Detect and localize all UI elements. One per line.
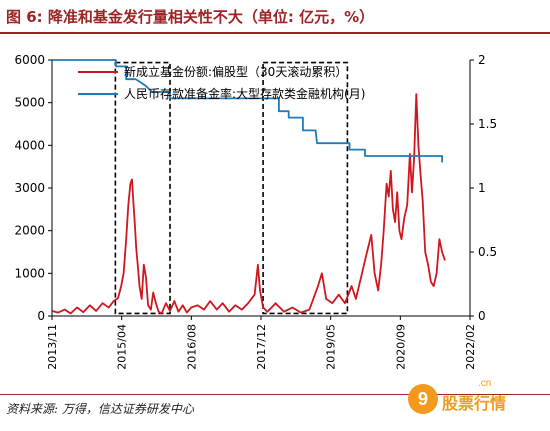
y2-tick-label: 2	[478, 53, 486, 67]
legend-label: 新成立基金份额:偏股型（30天滚动累积）	[124, 64, 347, 79]
bottom-rule	[0, 394, 550, 395]
y2-tick-label: 1	[478, 181, 486, 195]
x-tick-label: 2016/08	[185, 324, 198, 370]
legend: 新成立基金份额:偏股型（30天滚动累积） 人民币存款准备金率:大型存款类金融机构(…	[78, 64, 365, 101]
x-tick-label: 2022/02	[464, 324, 477, 370]
highlight-boxes	[114, 61, 349, 315]
watermark-text: 股票行情	[442, 394, 507, 413]
fund-issuance-line	[51, 93, 446, 315]
x-tick-label: 2019/05	[325, 324, 338, 370]
chart-title: 图 6: 降准和基金发行量相关性不大（单位: 亿元，%）	[6, 8, 375, 26]
y-tick-label: 0	[37, 309, 45, 323]
series-layer	[51, 59, 446, 315]
rrr-line	[52, 59, 444, 163]
tick-labels: 0 1000 2000 3000 4000 5000 6000 0 0.5 1 1.5 2 2013/1…	[14, 53, 497, 370]
watermark-domain: .cn	[478, 378, 492, 389]
y-tick-label: 1000	[14, 266, 45, 280]
x-tick-label: 2017/12	[255, 324, 268, 370]
watermark-badge: 9	[408, 384, 438, 414]
y-tick-label: 4000	[14, 138, 45, 152]
y-tick-label: 2000	[14, 224, 45, 238]
y2-tick-label: 0	[478, 309, 486, 323]
y2-tick-label: 1.5	[478, 117, 497, 131]
source-note: 资料来源: 万得，信达证券研发中心	[6, 402, 194, 416]
title-rule	[0, 32, 550, 34]
watermark-logo: 9 .cn 股票行情	[408, 378, 548, 428]
x-tick-label: 2015/04	[116, 324, 129, 370]
y-tick-label: 6000	[14, 53, 45, 67]
x-tick-label: 2020/09	[394, 324, 407, 370]
y2-tick-label: 0.5	[478, 245, 497, 259]
x-tick-label: 2013/11	[46, 324, 59, 370]
axes-frame	[48, 59, 474, 320]
legend-label: 人民币存款准备金率:大型存款类金融机构(月)	[124, 86, 365, 101]
highlight-box	[114, 61, 171, 315]
y-tick-label: 5000	[14, 96, 45, 110]
title-bar: 图 6: 降准和基金发行量相关性不大（单位: 亿元，%）	[0, 0, 550, 36]
y-tick-label: 3000	[14, 181, 45, 195]
highlight-box	[262, 61, 349, 315]
